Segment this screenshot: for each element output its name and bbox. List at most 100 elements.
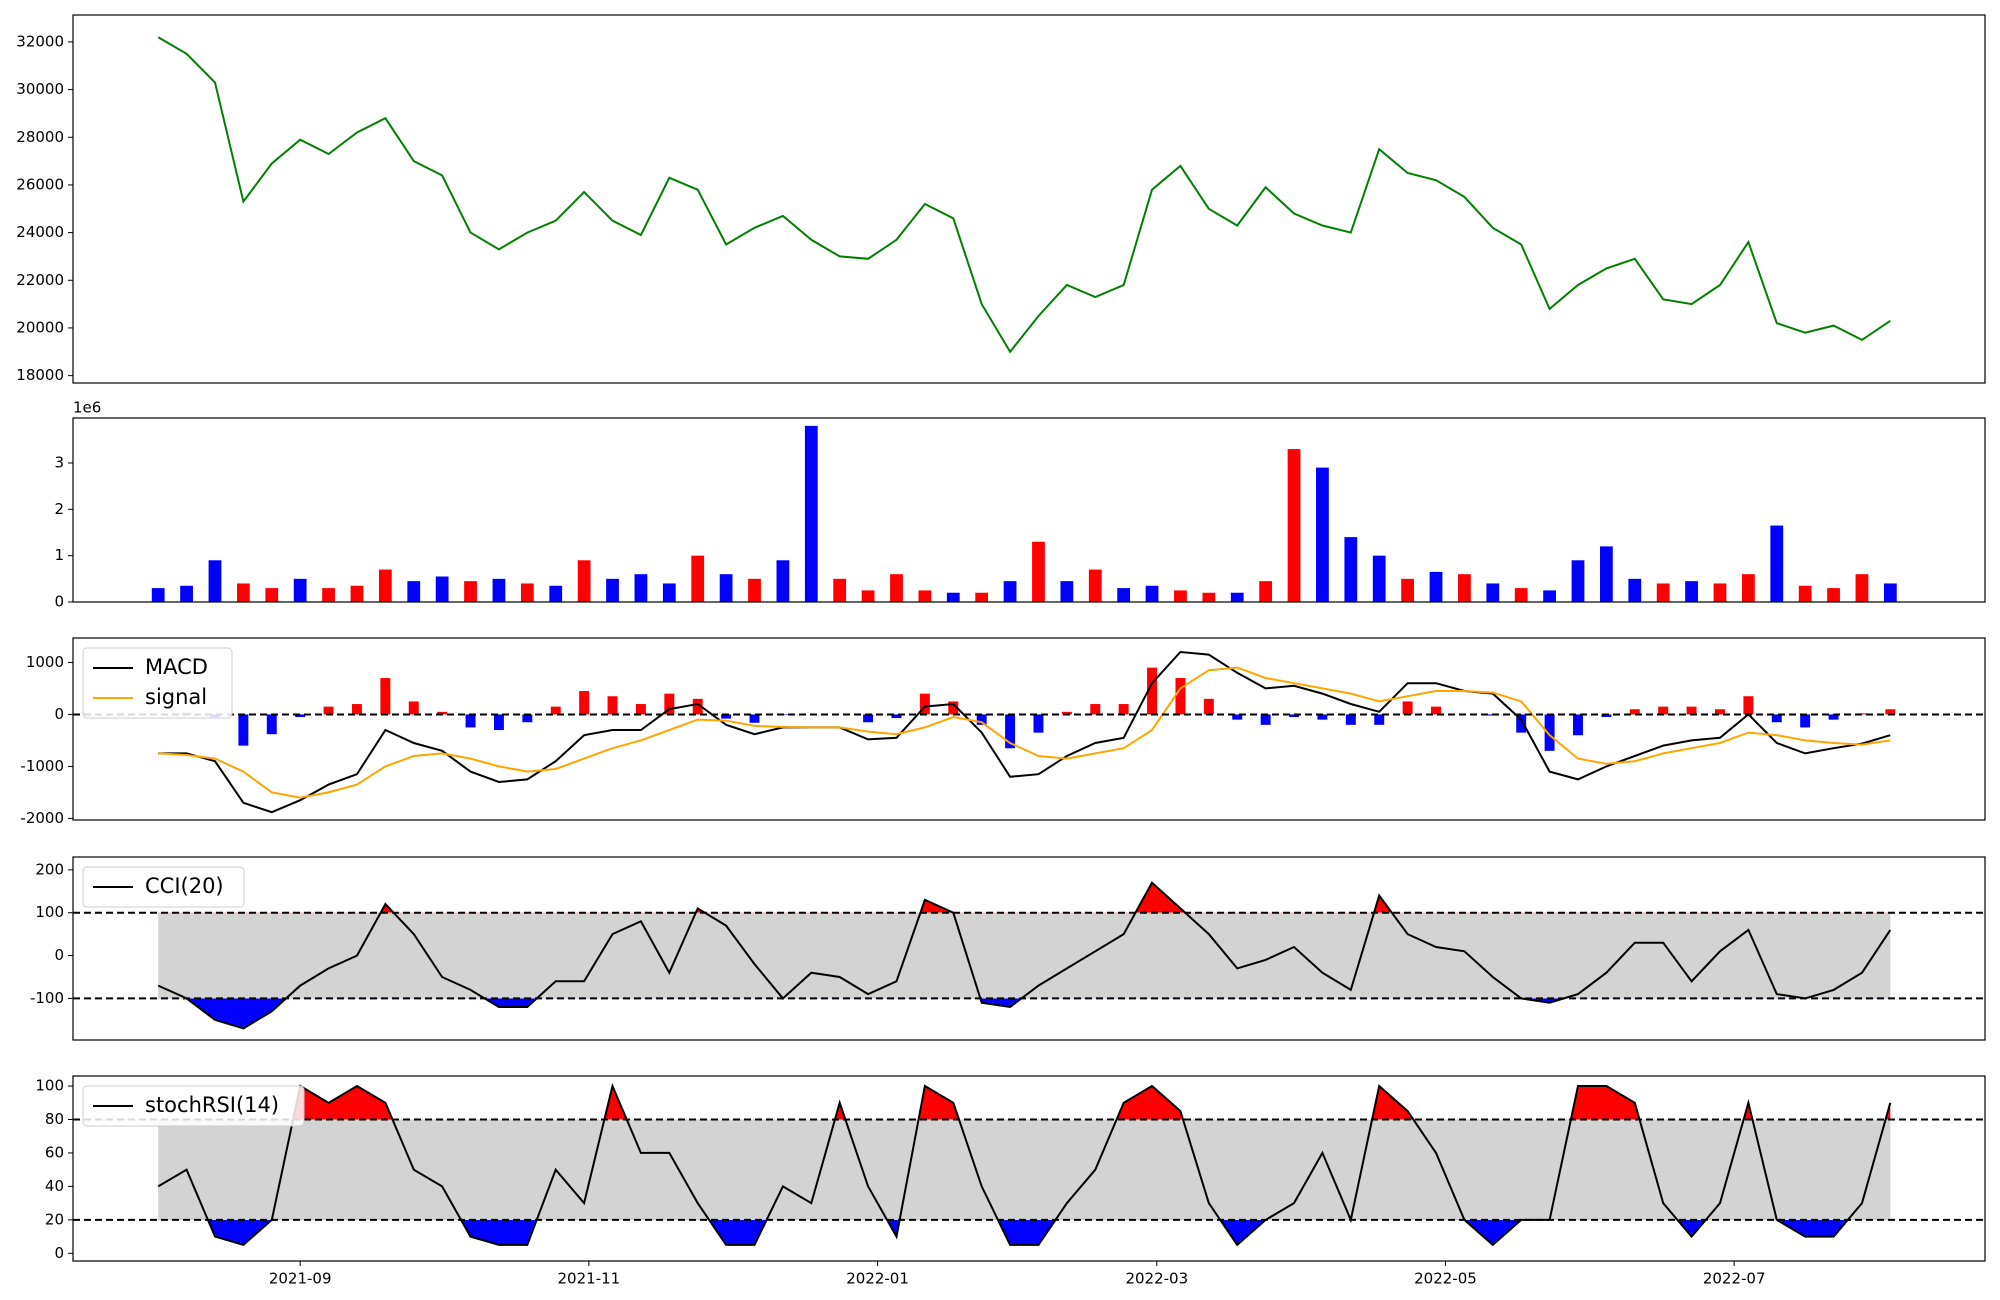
- volume-bar: [520, 583, 534, 602]
- volume-bar: [208, 560, 222, 602]
- volume-bar: [151, 588, 165, 602]
- legend-label: signal: [145, 685, 207, 709]
- histogram-bar: [493, 714, 504, 731]
- histogram-bar: [1601, 714, 1612, 718]
- volume-bar: [577, 560, 591, 602]
- axis-offset-label: 1e6: [73, 399, 101, 417]
- plot-frame: [72, 14, 1986, 384]
- histogram-bar: [465, 714, 476, 728]
- histogram-bar: [1147, 667, 1158, 715]
- histogram-bar: [1061, 711, 1072, 715]
- volume-bar: [1344, 537, 1358, 602]
- volume-bar: [1202, 592, 1216, 602]
- panel: 18000 20000 22000 24000 26000 28000 30000 32000: [16, 14, 1986, 384]
- volume-bar: [1798, 585, 1812, 602]
- x-tick-label: 2022-01: [846, 1270, 909, 1288]
- histogram-bar: [976, 714, 987, 725]
- volume-bar: [1628, 578, 1642, 602]
- volume-bar: [662, 583, 676, 602]
- histogram-bar: [1800, 714, 1811, 728]
- threshold-band: [158, 1119, 1891, 1220]
- histogram-bar: [266, 714, 277, 735]
- legend-label: CCI(20): [145, 874, 224, 898]
- histogram-bar: [1402, 701, 1413, 715]
- histogram-bar: [948, 701, 959, 715]
- volume-bar: [634, 574, 648, 602]
- histogram-bar: [1232, 714, 1243, 720]
- histogram-bar: [607, 696, 618, 715]
- y-tick-label: -100: [30, 989, 64, 1007]
- plot-frame: [72, 417, 1986, 603]
- volume-bar: [1741, 574, 1755, 602]
- histogram-bar: [919, 693, 930, 715]
- histogram-bar: [1658, 706, 1669, 715]
- histogram-bar: [1005, 714, 1016, 749]
- histogram-bar: [323, 706, 334, 715]
- y-tick-label: 0: [54, 593, 64, 611]
- y-tick-label: 22000: [16, 271, 64, 289]
- volume-bar: [1145, 585, 1159, 602]
- x-tick-label: 2022-03: [1125, 1270, 1188, 1288]
- volume-bar: [1458, 574, 1471, 602]
- volume-bar: [1827, 588, 1840, 602]
- oversold-fill: [207, 1219, 1848, 1245]
- volume-bar: [407, 581, 421, 602]
- volume-bar: [265, 588, 279, 602]
- volume-bar: [1316, 467, 1329, 602]
- y-tick-label: 60: [45, 1143, 64, 1161]
- y-tick-label: 1000: [26, 653, 64, 671]
- histogram-bar: [238, 714, 249, 746]
- histogram-bar: [550, 706, 561, 715]
- histogram-bar: [1345, 714, 1356, 725]
- panel: 0 20 40 60 80 100 2021-09 2021-11 2022-01 2022-03…: [35, 1075, 1986, 1288]
- volume-bar: [1174, 590, 1187, 602]
- y-tick-label: 40: [45, 1177, 64, 1195]
- histogram-bar: [1203, 698, 1214, 715]
- histogram-bar: [1885, 709, 1896, 715]
- plot-frame: [72, 856, 1986, 1041]
- y-tick-label: -2000: [20, 809, 64, 827]
- histogram-bar: [721, 714, 732, 719]
- volume-bar: [1713, 583, 1727, 602]
- x-tick-label: 2022-07: [1703, 1270, 1766, 1288]
- volume-bar: [236, 583, 250, 602]
- histogram-bar: [1118, 704, 1129, 715]
- volume-bar: [293, 578, 307, 602]
- y-tick-label: -1000: [20, 757, 64, 775]
- histogram-bar: [1289, 714, 1299, 718]
- volume-bar: [1117, 588, 1131, 602]
- legend-box: [82, 866, 245, 908]
- y-tick-label: 24000: [16, 223, 64, 241]
- volume-bar: [464, 581, 477, 602]
- histogram-bar: [1828, 714, 1839, 720]
- volume-bar: [1003, 581, 1017, 602]
- histogram-bar: [863, 714, 874, 723]
- volume-bar: [946, 592, 960, 602]
- volume-bar: [804, 425, 818, 602]
- volume-bar: [1372, 555, 1386, 602]
- volume-bar: [1883, 583, 1897, 602]
- histogram-bar: [1715, 709, 1725, 715]
- series-line: [157, 881, 1892, 1030]
- volume-bar: [549, 585, 563, 602]
- histogram-bar: [891, 714, 902, 719]
- y-tick-label: 0: [54, 1244, 64, 1262]
- histogram-bar: [1771, 714, 1782, 723]
- volume-bar: [322, 588, 335, 602]
- volume-bar: [1770, 525, 1784, 602]
- x-tick-label: 2021-09: [269, 1270, 332, 1288]
- volume-bar: [1429, 571, 1443, 602]
- y-tick-label: 200: [35, 860, 64, 878]
- volume-bar: [492, 578, 506, 602]
- volume-bar: [1656, 583, 1670, 602]
- histogram-bar: [749, 714, 760, 723]
- histogram-bar: [1544, 714, 1555, 751]
- volume-bar: [1855, 574, 1869, 602]
- volume-bar: [378, 569, 392, 602]
- y-tick-label: 80: [45, 1110, 64, 1128]
- volume-bar: [1685, 581, 1698, 602]
- volume-bar: [1287, 449, 1301, 602]
- y-tick-label: 0: [54, 946, 64, 964]
- volume-bar: [1599, 546, 1613, 602]
